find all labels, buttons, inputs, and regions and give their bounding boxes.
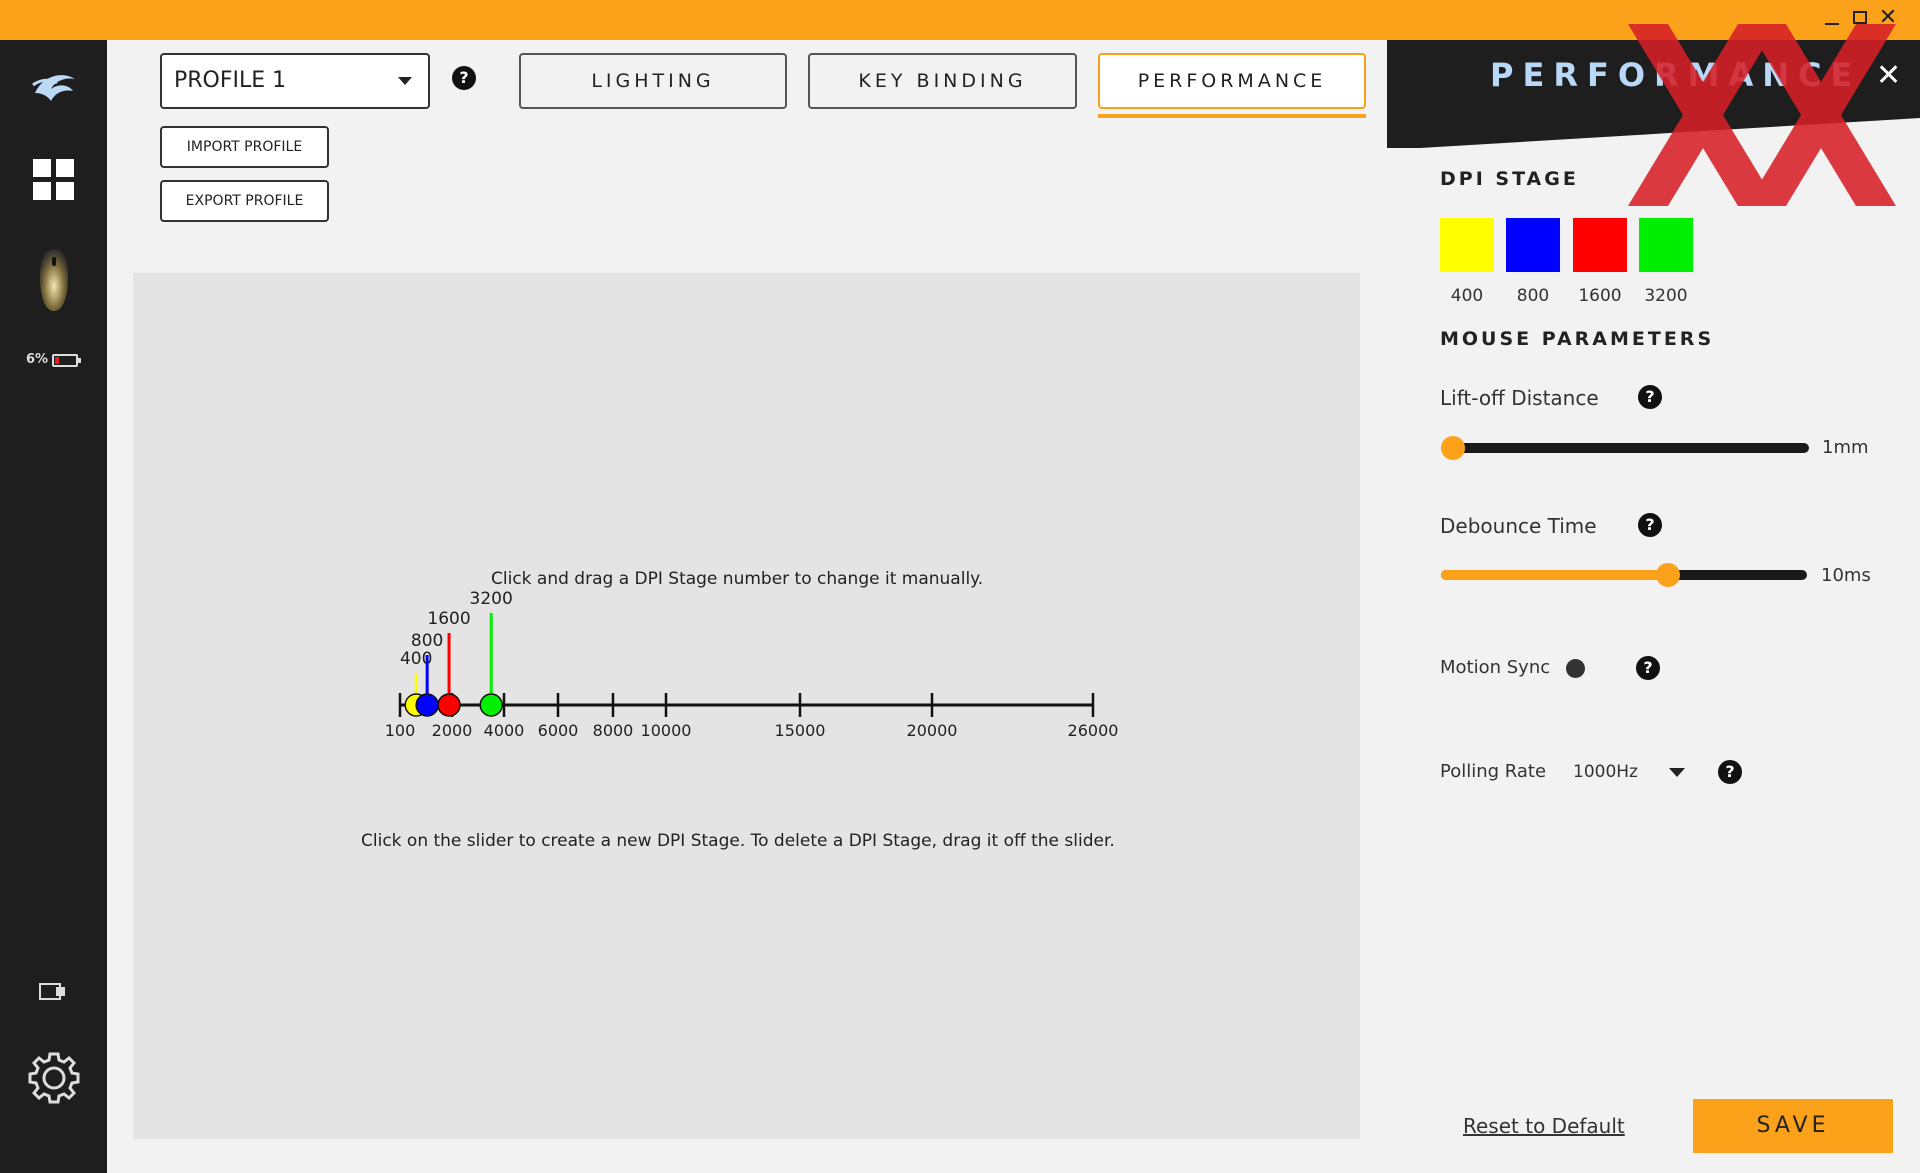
xx-watermark-logo <box>1628 24 1896 206</box>
dpi-tick-label: 20000 <box>906 721 958 740</box>
close-icon: ✕ <box>1878 5 1898 30</box>
brand-logo <box>0 62 107 112</box>
liftoff-slider-track[interactable] <box>1441 443 1809 453</box>
dpi-stage-handle[interactable] <box>415 693 439 717</box>
reset-to-default-link[interactable]: Reset to Default <box>1463 1114 1625 1138</box>
dpi-drag-instruction: Click and drag a DPI Stage number to cha… <box>491 569 984 589</box>
profile-help-icon[interactable]: ? <box>452 66 476 90</box>
liftoff-value: 1mm <box>1822 437 1869 458</box>
performance-panel <box>1387 40 1920 1173</box>
dpi-tick-label: 15000 <box>774 721 826 740</box>
panel-close-button[interactable]: ✕ <box>1876 58 1901 93</box>
gear-icon <box>28 1052 79 1104</box>
mouse-parameters-title: MOUSE PARAMETERS <box>1440 328 1715 350</box>
device-switch-button[interactable] <box>0 977 107 1007</box>
debounce-slider-fill <box>1441 570 1668 580</box>
maximize-button[interactable] <box>1849 6 1871 30</box>
dpi-stage-value-label[interactable]: 400 <box>399 649 433 669</box>
dpi-stage-swatch-800[interactable] <box>1506 218 1560 272</box>
liftoff-help-icon[interactable]: ? <box>1638 385 1662 409</box>
motion-sync-help-icon[interactable]: ? <box>1636 656 1660 680</box>
dpi-create-instruction: Click on the slider to create a new DPI … <box>361 831 1115 851</box>
save-button[interactable]: SAVE <box>1693 1099 1893 1153</box>
battery-percent: 6% <box>26 352 49 367</box>
motion-sync-toggle[interactable] <box>1566 659 1585 678</box>
dpi-stage-label: 1600 <box>1578 286 1622 306</box>
battery-icon <box>52 354 81 367</box>
dpi-stage-swatch-400[interactable] <box>1440 218 1494 272</box>
device-toggle-icon <box>38 983 65 1000</box>
title-bar: ✕ <box>0 0 1920 40</box>
polling-rate-label: Polling Rate <box>1440 761 1547 782</box>
liftoff-distance-label: Lift-off Distance <box>1440 386 1599 410</box>
motion-sync-label: Motion Sync <box>1440 657 1551 678</box>
settings-button[interactable] <box>0 1047 107 1109</box>
dpi-stage-swatch-1600[interactable] <box>1573 218 1627 272</box>
dpi-stage-title: DPI STAGE <box>1440 168 1579 190</box>
dpi-stage-label: 400 <box>1450 286 1484 306</box>
debounce-help-icon[interactable]: ? <box>1638 513 1662 537</box>
mouse-icon <box>39 249 68 311</box>
chevron-down-icon <box>398 77 412 85</box>
tab-performance[interactable]: PERFORMANCE <box>1098 53 1366 109</box>
wing-logo-icon <box>31 75 75 101</box>
minimize-icon <box>1825 23 1839 25</box>
polling-rate-select[interactable]: 1000Hz <box>1573 762 1638 782</box>
dpi-tick-label: 10000 <box>640 721 692 740</box>
left-sidebar: 6% <box>0 40 107 1173</box>
export-profile-button[interactable]: EXPORT PROFILE <box>160 180 329 222</box>
liftoff-slider-thumb[interactable] <box>1441 436 1465 460</box>
dpi-tick-label: 8000 <box>592 721 634 740</box>
chevron-down-icon[interactable] <box>1669 768 1685 777</box>
battery-fill <box>55 357 59 364</box>
dpi-tick-label: 4000 <box>483 721 525 740</box>
dpi-stage-label: 800 <box>1516 286 1550 306</box>
debounce-slider-thumb[interactable] <box>1655 563 1680 587</box>
device-mouse-button[interactable] <box>0 240 107 320</box>
import-profile-button[interactable]: IMPORT PROFILE <box>160 126 329 168</box>
maximize-icon <box>1853 11 1867 24</box>
dpi-stage-handle[interactable] <box>437 693 461 717</box>
dpi-stage-value-label[interactable]: 3200 <box>469 589 513 609</box>
debounce-value: 10ms <box>1821 565 1871 586</box>
close-window-button[interactable]: ✕ <box>1877 6 1899 30</box>
polling-rate-help-icon[interactable]: ? <box>1718 760 1742 784</box>
dpi-stage-label: 3200 <box>1644 286 1688 306</box>
tab-lighting[interactable]: LIGHTING <box>519 53 787 109</box>
dpi-tick-label: 2000 <box>431 721 473 740</box>
active-tab-indicator <box>1098 114 1366 118</box>
dpi-stage-value-label[interactable]: 800 <box>410 631 444 651</box>
tab-key-binding[interactable]: KEY BINDING <box>808 53 1077 109</box>
dpi-stage-handle[interactable] <box>479 693 503 717</box>
minimize-button[interactable] <box>1821 6 1843 30</box>
dashboard-button[interactable] <box>0 150 107 210</box>
dpi-tick-label: 26000 <box>1067 721 1119 740</box>
dpi-tick-label: 100 <box>384 721 416 740</box>
debounce-time-label: Debounce Time <box>1440 514 1597 538</box>
dpi-tick-label: 6000 <box>537 721 579 740</box>
profile-select[interactable]: PROFILE 1 <box>160 53 430 109</box>
dpi-stage-swatch-3200[interactable] <box>1639 218 1693 272</box>
grid-icon <box>32 159 74 200</box>
close-icon: ✕ <box>1876 58 1902 93</box>
dpi-stage-value-label[interactable]: 1600 <box>427 609 471 629</box>
profile-select-value: PROFILE 1 <box>174 68 287 93</box>
